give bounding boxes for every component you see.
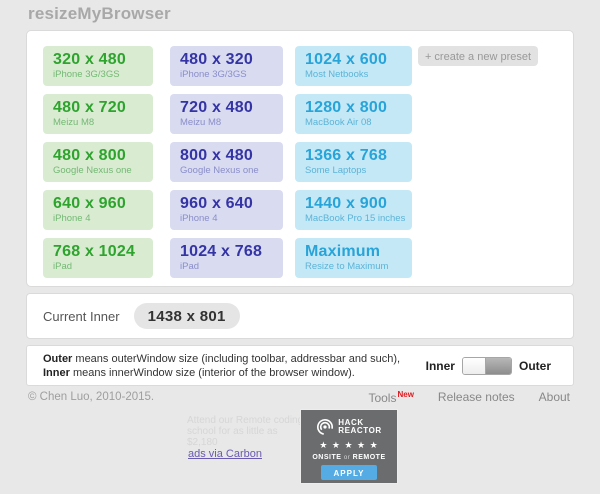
preset-device: iPhone 3G/3GS (53, 69, 120, 80)
preset-size: Maximum (305, 243, 381, 260)
preset-size: 1366 x 768 (305, 147, 388, 164)
preset-480x800[interactable]: 480 x 800 Google Nexus one (43, 142, 153, 182)
new-badge: New (397, 390, 414, 399)
preset-column-desktop: 1024 x 600 Most Netbooks 1280 x 800 MacB… (295, 46, 412, 278)
preset-1366x768[interactable]: 1366 x 768 Some Laptops (295, 142, 412, 182)
inner-outer-toggle-group: Inner Outer (425, 356, 551, 375)
toggle-knob (462, 357, 487, 374)
preset-size: 960 x 640 (180, 195, 253, 212)
ad-teaser-text: Attend our Remote coding school for as l… (187, 415, 304, 448)
preset-1024x768[interactable]: 1024 x 768 iPad (170, 238, 283, 278)
preset-size: 800 x 480 (180, 147, 253, 164)
preset-size: 320 x 480 (53, 51, 126, 68)
preset-panel: 320 x 480 iPhone 3G/3GS 480 x 720 Meizu … (26, 30, 574, 287)
preset-800x480[interactable]: 800 x 480 Google Nexus one (170, 142, 283, 182)
apply-button[interactable]: APPLY (321, 465, 377, 480)
toggle-label-inner: Inner (425, 358, 455, 373)
preset-device: iPad (53, 261, 73, 272)
toggle-label-outer: Outer (518, 358, 551, 373)
preset-maximum[interactable]: Maximum Resize to Maximum (295, 238, 412, 278)
preset-1280x800[interactable]: 1280 x 800 MacBook Air 08 (295, 94, 412, 134)
inner-outer-toggle[interactable] (461, 356, 512, 375)
copyright: © Chen Luo, 2010-2015. (28, 391, 155, 403)
current-size-value: 1438 x 801 (133, 303, 240, 329)
preset-device: iPhone 4 (180, 213, 218, 224)
preset-1440x900[interactable]: 1440 x 900 MacBook Pro 15 inches (295, 190, 412, 230)
hack-reactor-logo-icon (317, 418, 334, 436)
preset-480x320[interactable]: 480 x 320 iPhone 3G/3GS (170, 46, 283, 86)
ads-via-carbon-link[interactable]: ads via Carbon (188, 448, 262, 460)
info-panel: Outer means outerWindow size (including … (26, 345, 574, 386)
preset-device: Some Laptops (305, 165, 367, 176)
five-stars-icon: ★ ★ ★ ★ ★ (319, 440, 379, 450)
ad-brand: HACK REACTOR (316, 418, 382, 436)
preset-size: 640 x 960 (53, 195, 126, 212)
preset-device: iPhone 4 (53, 213, 91, 224)
preset-960x640[interactable]: 960 x 640 iPhone 4 (170, 190, 283, 230)
preset-size: 480 x 800 (53, 147, 126, 164)
preset-320x480[interactable]: 320 x 480 iPhone 3G/3GS (43, 46, 153, 86)
preset-size: 1440 x 900 (305, 195, 388, 212)
preset-grid: 320 x 480 iPhone 3G/3GS 480 x 720 Meizu … (43, 46, 412, 278)
toggle-track (486, 357, 511, 374)
preset-size: 480 x 320 (180, 51, 253, 68)
tools-link[interactable]: ToolsNew (368, 390, 414, 405)
preset-device: Meizu M8 (53, 117, 95, 128)
preset-768x1024[interactable]: 768 x 1024 iPad (43, 238, 153, 278)
info-line-outer: Outer means outerWindow size (including … (43, 352, 401, 365)
preset-device: iPad (180, 261, 200, 272)
release-notes-link[interactable]: Release notes (437, 390, 515, 404)
preset-column-landscape: 480 x 320 iPhone 3G/3GS 720 x 480 Meizu … (170, 46, 283, 278)
ad-tagline: ONSITE or REMOTE (312, 454, 386, 461)
preset-480x720[interactable]: 480 x 720 Meizu M8 (43, 94, 153, 134)
preset-column-portrait: 320 x 480 iPhone 3G/3GS 480 x 720 Meizu … (43, 46, 153, 278)
info-line-inner: Inner means innerWindow size (interior o… (43, 366, 355, 379)
hack-reactor-ad[interactable]: HACK REACTOR ★ ★ ★ ★ ★ ONSITE or REMOTE … (300, 409, 398, 484)
preset-size: 720 x 480 (180, 99, 253, 116)
preset-720x480[interactable]: 720 x 480 Meizu M8 (170, 94, 283, 134)
preset-device: Most Netbooks (305, 69, 369, 80)
preset-1024x600[interactable]: 1024 x 600 Most Netbooks (295, 46, 412, 86)
page-title: resizeMyBrowser (28, 4, 171, 23)
ad-brand-name: HACK REACTOR (338, 417, 382, 435)
preset-device: Resize to Maximum (305, 261, 389, 272)
info-text: Outer means outerWindow size (including … (43, 352, 400, 380)
preset-size: 1024 x 600 (305, 51, 388, 68)
current-size-panel: Current Inner 1438 x 801 (26, 293, 574, 339)
preset-size: 480 x 720 (53, 99, 126, 116)
current-size-label: Current Inner (43, 308, 120, 324)
preset-size: 1280 x 800 (305, 99, 388, 116)
create-preset-button[interactable]: + create a new preset (418, 46, 538, 66)
preset-size: 768 x 1024 (53, 243, 136, 260)
preset-640x960[interactable]: 640 x 960 iPhone 4 (43, 190, 153, 230)
preset-device: Google Nexus one (53, 165, 132, 176)
footer-links: ToolsNew Release notes About (368, 390, 570, 405)
preset-device: MacBook Air 08 (305, 117, 372, 128)
preset-device: iPhone 3G/3GS (180, 69, 247, 80)
preset-size: 1024 x 768 (180, 243, 263, 260)
preset-device: Google Nexus one (180, 165, 259, 176)
preset-device: MacBook Pro 15 inches (305, 213, 406, 224)
preset-device: Meizu M8 (180, 117, 222, 128)
about-link[interactable]: About (538, 390, 570, 404)
